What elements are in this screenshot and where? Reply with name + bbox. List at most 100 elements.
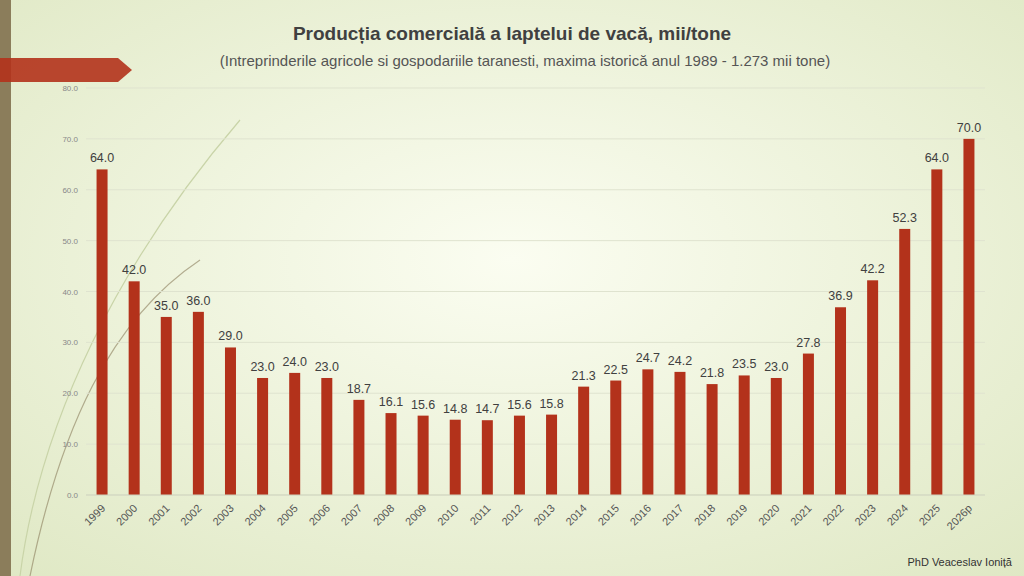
y-tick-label: 0.0 [67,491,79,500]
bar [97,169,108,495]
data-label: 29.0 [218,329,242,343]
data-label: 23.0 [764,360,788,374]
x-tick-label: 2025 [916,502,942,528]
swirl-decoration [20,120,240,576]
data-label: 24.2 [668,354,692,368]
data-label: 64.0 [90,151,114,165]
x-tick-label: 2016 [627,502,653,528]
data-label: 64.0 [925,151,949,165]
x-tick-label: 2012 [499,502,525,528]
chart: Producția comercială a laptelui de vacă,… [0,0,1024,576]
x-tick-label: 2007 [339,502,365,528]
x-tick-label: 2022 [820,502,846,528]
grid [86,88,985,495]
grid-line [86,138,985,139]
bar [225,347,236,495]
y-tick-label: 50.0 [62,237,78,246]
grid-line [86,393,985,394]
bar [482,420,493,495]
x-tick-label: 2013 [531,502,557,528]
data-label: 52.3 [893,211,917,225]
data-label: 15.8 [539,397,563,411]
bar [610,381,621,495]
data-labels: 64.042.035.036.029.023.024.023.018.716.1… [90,121,981,416]
grid-line [86,495,985,496]
data-label: 24.7 [636,351,660,365]
data-label: 36.9 [828,289,852,303]
bars [97,139,975,495]
side-strip [0,0,11,576]
bar [674,372,685,495]
grid-line [86,189,985,190]
x-tick-label: 2014 [563,502,589,528]
y-tick-label: 30.0 [62,338,78,347]
data-label: 14.7 [475,402,499,416]
data-label: 35.0 [154,299,178,313]
bar [963,139,974,495]
data-label: 15.6 [411,398,435,412]
data-label: 23.0 [250,360,274,374]
y-tick-label: 70.0 [62,135,78,144]
title: Producția comercială a laptelui de vacă,… [293,23,731,44]
bar [386,413,397,495]
bar [578,387,589,495]
data-label: 42.2 [860,262,884,276]
x-tick-label: 2017 [660,502,686,528]
x-tick-label: 2020 [756,502,782,528]
x-tick-label: 2019 [724,502,750,528]
y-tick-label: 10.0 [62,440,78,449]
x-axis [86,495,985,496]
x-tick-label: 2004 [242,502,268,528]
data-label: 22.5 [604,363,628,377]
y-tick-label: 40.0 [62,288,78,297]
bar [193,312,204,495]
bar [739,375,750,495]
x-tick-label: 1999 [82,502,108,528]
x-tick-label: 2003 [210,502,236,528]
x-tick-label: 2018 [692,502,718,528]
y-tick-label: 60.0 [62,186,78,195]
bar [835,307,846,495]
x-tick-label: 2000 [114,502,140,528]
bar [514,416,525,495]
x-tick-label: 2011 [468,502,493,527]
x-tick-label: 2010 [435,502,461,528]
bar [707,384,718,495]
bar [161,317,172,495]
y-tick-label: 20.0 [62,389,78,398]
data-label: 27.8 [796,336,820,350]
bar [289,373,300,495]
swirl-decoration [30,260,200,576]
data-label: 18.7 [347,382,371,396]
bar [931,169,942,495]
grid-line [86,444,985,445]
bar [642,369,653,495]
data-label: 23.0 [315,360,339,374]
data-label: 16.1 [379,395,403,409]
x-tick-label: 2015 [595,502,621,528]
bar [771,378,782,495]
background [0,0,1024,576]
data-label: 36.0 [186,294,210,308]
arrow-decoration [0,58,132,82]
bar [450,420,461,495]
data-label: 70.0 [957,121,981,135]
bar [867,280,878,495]
x-tick-label: 2006 [306,502,332,528]
subtitle: (Intreprinderile agricole si gospodariil… [220,52,830,69]
x-tick-label: 2009 [403,502,429,528]
data-label: 21.3 [571,369,595,383]
bar [899,229,910,495]
bar [257,378,268,495]
data-label: 21.8 [700,366,724,380]
bar [546,415,557,495]
data-label: 14.8 [443,402,467,416]
x-tick-label: 2023 [852,502,878,528]
data-label: 15.6 [507,398,531,412]
x-tick-label: 2024 [884,502,910,528]
bar [353,400,364,495]
x-tick-label: 2005 [274,502,300,528]
data-label: 24.0 [283,355,307,369]
x-tick-label: 2002 [178,502,204,528]
data-label: 23.5 [732,357,756,371]
